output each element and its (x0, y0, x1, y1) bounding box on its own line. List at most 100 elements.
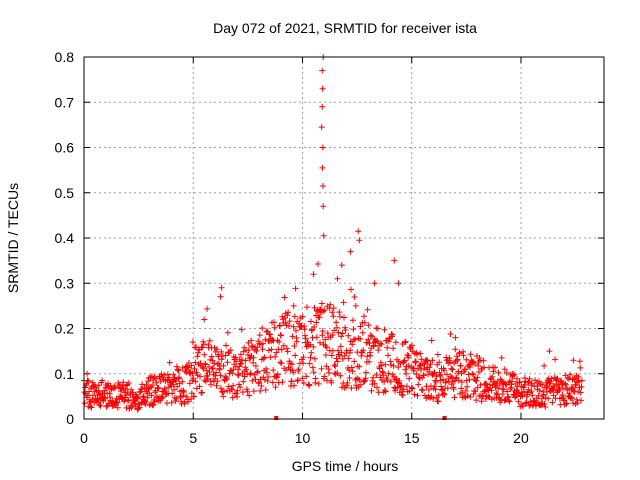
data-point (218, 284, 225, 291)
data-point (352, 336, 358, 343)
data-point (244, 388, 251, 395)
data-point (333, 355, 340, 362)
data-point (447, 373, 454, 380)
data-point (313, 334, 320, 341)
data-point (155, 385, 162, 392)
data-point (403, 370, 410, 377)
data-point (409, 342, 415, 349)
data-point (293, 327, 299, 334)
data-point (180, 392, 187, 399)
data-point (483, 381, 490, 388)
data-point (233, 358, 240, 365)
data-point (158, 395, 165, 402)
data-point (554, 375, 561, 382)
data-point (269, 379, 276, 386)
data-point (333, 324, 340, 331)
data-point (272, 384, 279, 391)
data-point (248, 343, 255, 349)
data-point (319, 328, 326, 335)
data-point (249, 377, 256, 384)
data-point (562, 381, 569, 388)
data-point (300, 380, 307, 386)
data-point (454, 356, 461, 363)
data-point (268, 346, 275, 353)
data-point (474, 374, 481, 381)
data-point (397, 360, 404, 367)
data-point (303, 373, 310, 380)
data-point (357, 381, 364, 388)
data-point (284, 348, 291, 355)
data-point (418, 366, 424, 373)
data-point (364, 306, 371, 313)
data-point (575, 388, 581, 395)
data-point (510, 372, 517, 379)
y-tick-label: 0.8 (55, 49, 75, 65)
data-point (466, 376, 473, 383)
data-point (370, 343, 377, 350)
data-point (217, 385, 224, 392)
data-point (210, 365, 216, 372)
data-point (424, 357, 430, 364)
data-point (232, 354, 239, 361)
data-point (450, 386, 457, 393)
data-point (335, 329, 342, 336)
data-point (463, 356, 470, 363)
data-point (246, 392, 253, 399)
data-point (161, 372, 168, 378)
data-point (217, 372, 224, 379)
data-point (209, 365, 216, 372)
data-point (333, 319, 340, 326)
data-point (555, 387, 562, 394)
data-point (158, 371, 165, 378)
data-point (375, 389, 382, 396)
data-point (404, 352, 411, 358)
data-point (573, 396, 580, 403)
data-point (506, 398, 513, 405)
data-point (467, 394, 474, 400)
data-point (306, 360, 313, 367)
data-point (292, 352, 299, 359)
data-point (291, 382, 297, 389)
data-point (374, 325, 381, 332)
data-point (286, 318, 293, 325)
data-point (199, 389, 205, 396)
data-point (529, 392, 536, 399)
data-point (175, 367, 182, 374)
data-points (81, 54, 585, 420)
data-point (338, 333, 345, 340)
data-point (540, 391, 547, 398)
data-point (125, 397, 132, 403)
data-point (88, 404, 95, 411)
y-tick-label: 0 (66, 411, 74, 427)
data-point (168, 399, 175, 406)
data-point (274, 371, 281, 378)
data-point (492, 364, 498, 371)
data-point (547, 378, 554, 385)
data-point (362, 375, 369, 382)
data-point (284, 312, 291, 319)
data-point (283, 345, 290, 352)
data-point (201, 351, 208, 358)
data-point (336, 353, 343, 359)
data-point (193, 344, 200, 351)
data-point (371, 380, 378, 387)
data-point (322, 336, 329, 343)
data-point (414, 351, 421, 358)
data-point (361, 313, 367, 320)
data-point (321, 373, 328, 380)
data-point (462, 366, 469, 373)
data-point (114, 404, 121, 411)
data-point (236, 381, 242, 388)
data-point (360, 347, 367, 354)
data-point (470, 371, 477, 378)
data-point (319, 67, 326, 74)
data-point (338, 262, 345, 269)
data-point (320, 183, 326, 189)
data-point (263, 365, 270, 372)
data-point (435, 398, 442, 405)
data-point (364, 353, 371, 360)
data-point (427, 361, 434, 368)
data-point (210, 378, 217, 385)
y-axis-label: SRMTID / TECUs (5, 183, 21, 293)
